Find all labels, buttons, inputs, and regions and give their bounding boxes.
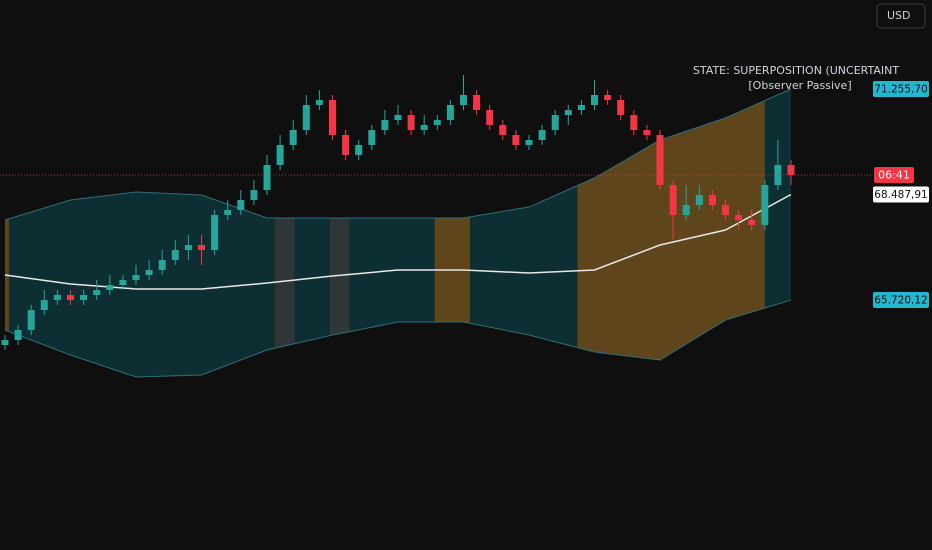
candle-body	[355, 144, 363, 155]
candle-body	[276, 144, 284, 166]
currency-button[interactable]	[876, 3, 926, 29]
candle-body	[394, 115, 402, 121]
candle-body	[14, 330, 22, 341]
candle-body	[446, 104, 454, 121]
candle-body	[27, 309, 35, 331]
candle-body	[787, 165, 795, 175]
candle-body	[368, 130, 376, 145]
candle-body	[499, 125, 507, 136]
candle-body	[708, 195, 716, 206]
candle-body	[132, 275, 140, 280]
candle-body	[748, 220, 756, 226]
candle-body	[564, 109, 572, 116]
candle-body	[93, 290, 101, 296]
candle-body	[224, 209, 232, 215]
candle-body	[53, 295, 61, 301]
candle-body	[630, 115, 638, 131]
candle-body	[669, 184, 677, 215]
candle-body	[735, 214, 743, 221]
state-region	[5, 88, 9, 378]
price-label: 71.255,70	[874, 83, 927, 95]
candle-body	[682, 205, 690, 215]
price-label-box	[873, 292, 929, 309]
candle-body	[237, 200, 245, 210]
candle-body	[250, 190, 258, 201]
candle-body	[695, 195, 703, 206]
candle-body	[329, 100, 336, 136]
candle-body	[538, 130, 546, 140]
price-label-box	[873, 80, 929, 97]
candle-body	[617, 100, 625, 116]
candle-body	[604, 95, 612, 101]
candle-body	[1, 340, 9, 345]
candle-body	[315, 100, 323, 105]
candle-body	[106, 284, 114, 291]
last-label-box	[874, 166, 914, 183]
candle-body	[342, 135, 350, 155]
candle-body	[433, 120, 441, 126]
candle-body	[171, 249, 179, 261]
candle-body	[184, 244, 192, 250]
candle-body	[656, 135, 664, 185]
currency[interactable]: USD	[887, 9, 911, 22]
candle-body	[211, 214, 219, 250]
candle-body	[407, 115, 415, 131]
candle-body	[761, 184, 769, 226]
candle-body	[80, 295, 88, 301]
band-lower	[4, 299, 792, 378]
candle-body	[551, 115, 559, 131]
candle-body	[643, 130, 651, 136]
candle-body	[591, 95, 598, 105]
candle-body	[486, 109, 494, 126]
candle-body	[577, 104, 585, 110]
state-annotation: STATE: SUPERPOSITION (UNCERTAINT	[693, 64, 899, 77]
candle-body	[473, 95, 481, 110]
observer-annotation: [Observer Passive]	[748, 79, 851, 92]
candle-body	[302, 104, 310, 131]
candle-body	[119, 279, 127, 285]
candle-body	[512, 135, 520, 145]
price-label: 68.487,91	[874, 189, 927, 201]
candle-body	[289, 130, 297, 145]
candle-body	[40, 300, 48, 310]
candle-body	[145, 270, 153, 275]
candle-body	[381, 120, 389, 131]
candle-body	[460, 95, 467, 105]
price-label: 65.720,12	[874, 295, 927, 307]
last-label: 06:41	[878, 168, 910, 181]
candle-body	[158, 260, 166, 271]
candle-body	[67, 295, 74, 301]
band-middle	[4, 193, 792, 290]
candle-body	[420, 125, 428, 131]
candle-body	[198, 244, 205, 250]
candle-body	[263, 165, 271, 191]
price-label-box	[873, 186, 929, 203]
candle-body	[525, 139, 533, 145]
candle-body	[722, 205, 729, 215]
